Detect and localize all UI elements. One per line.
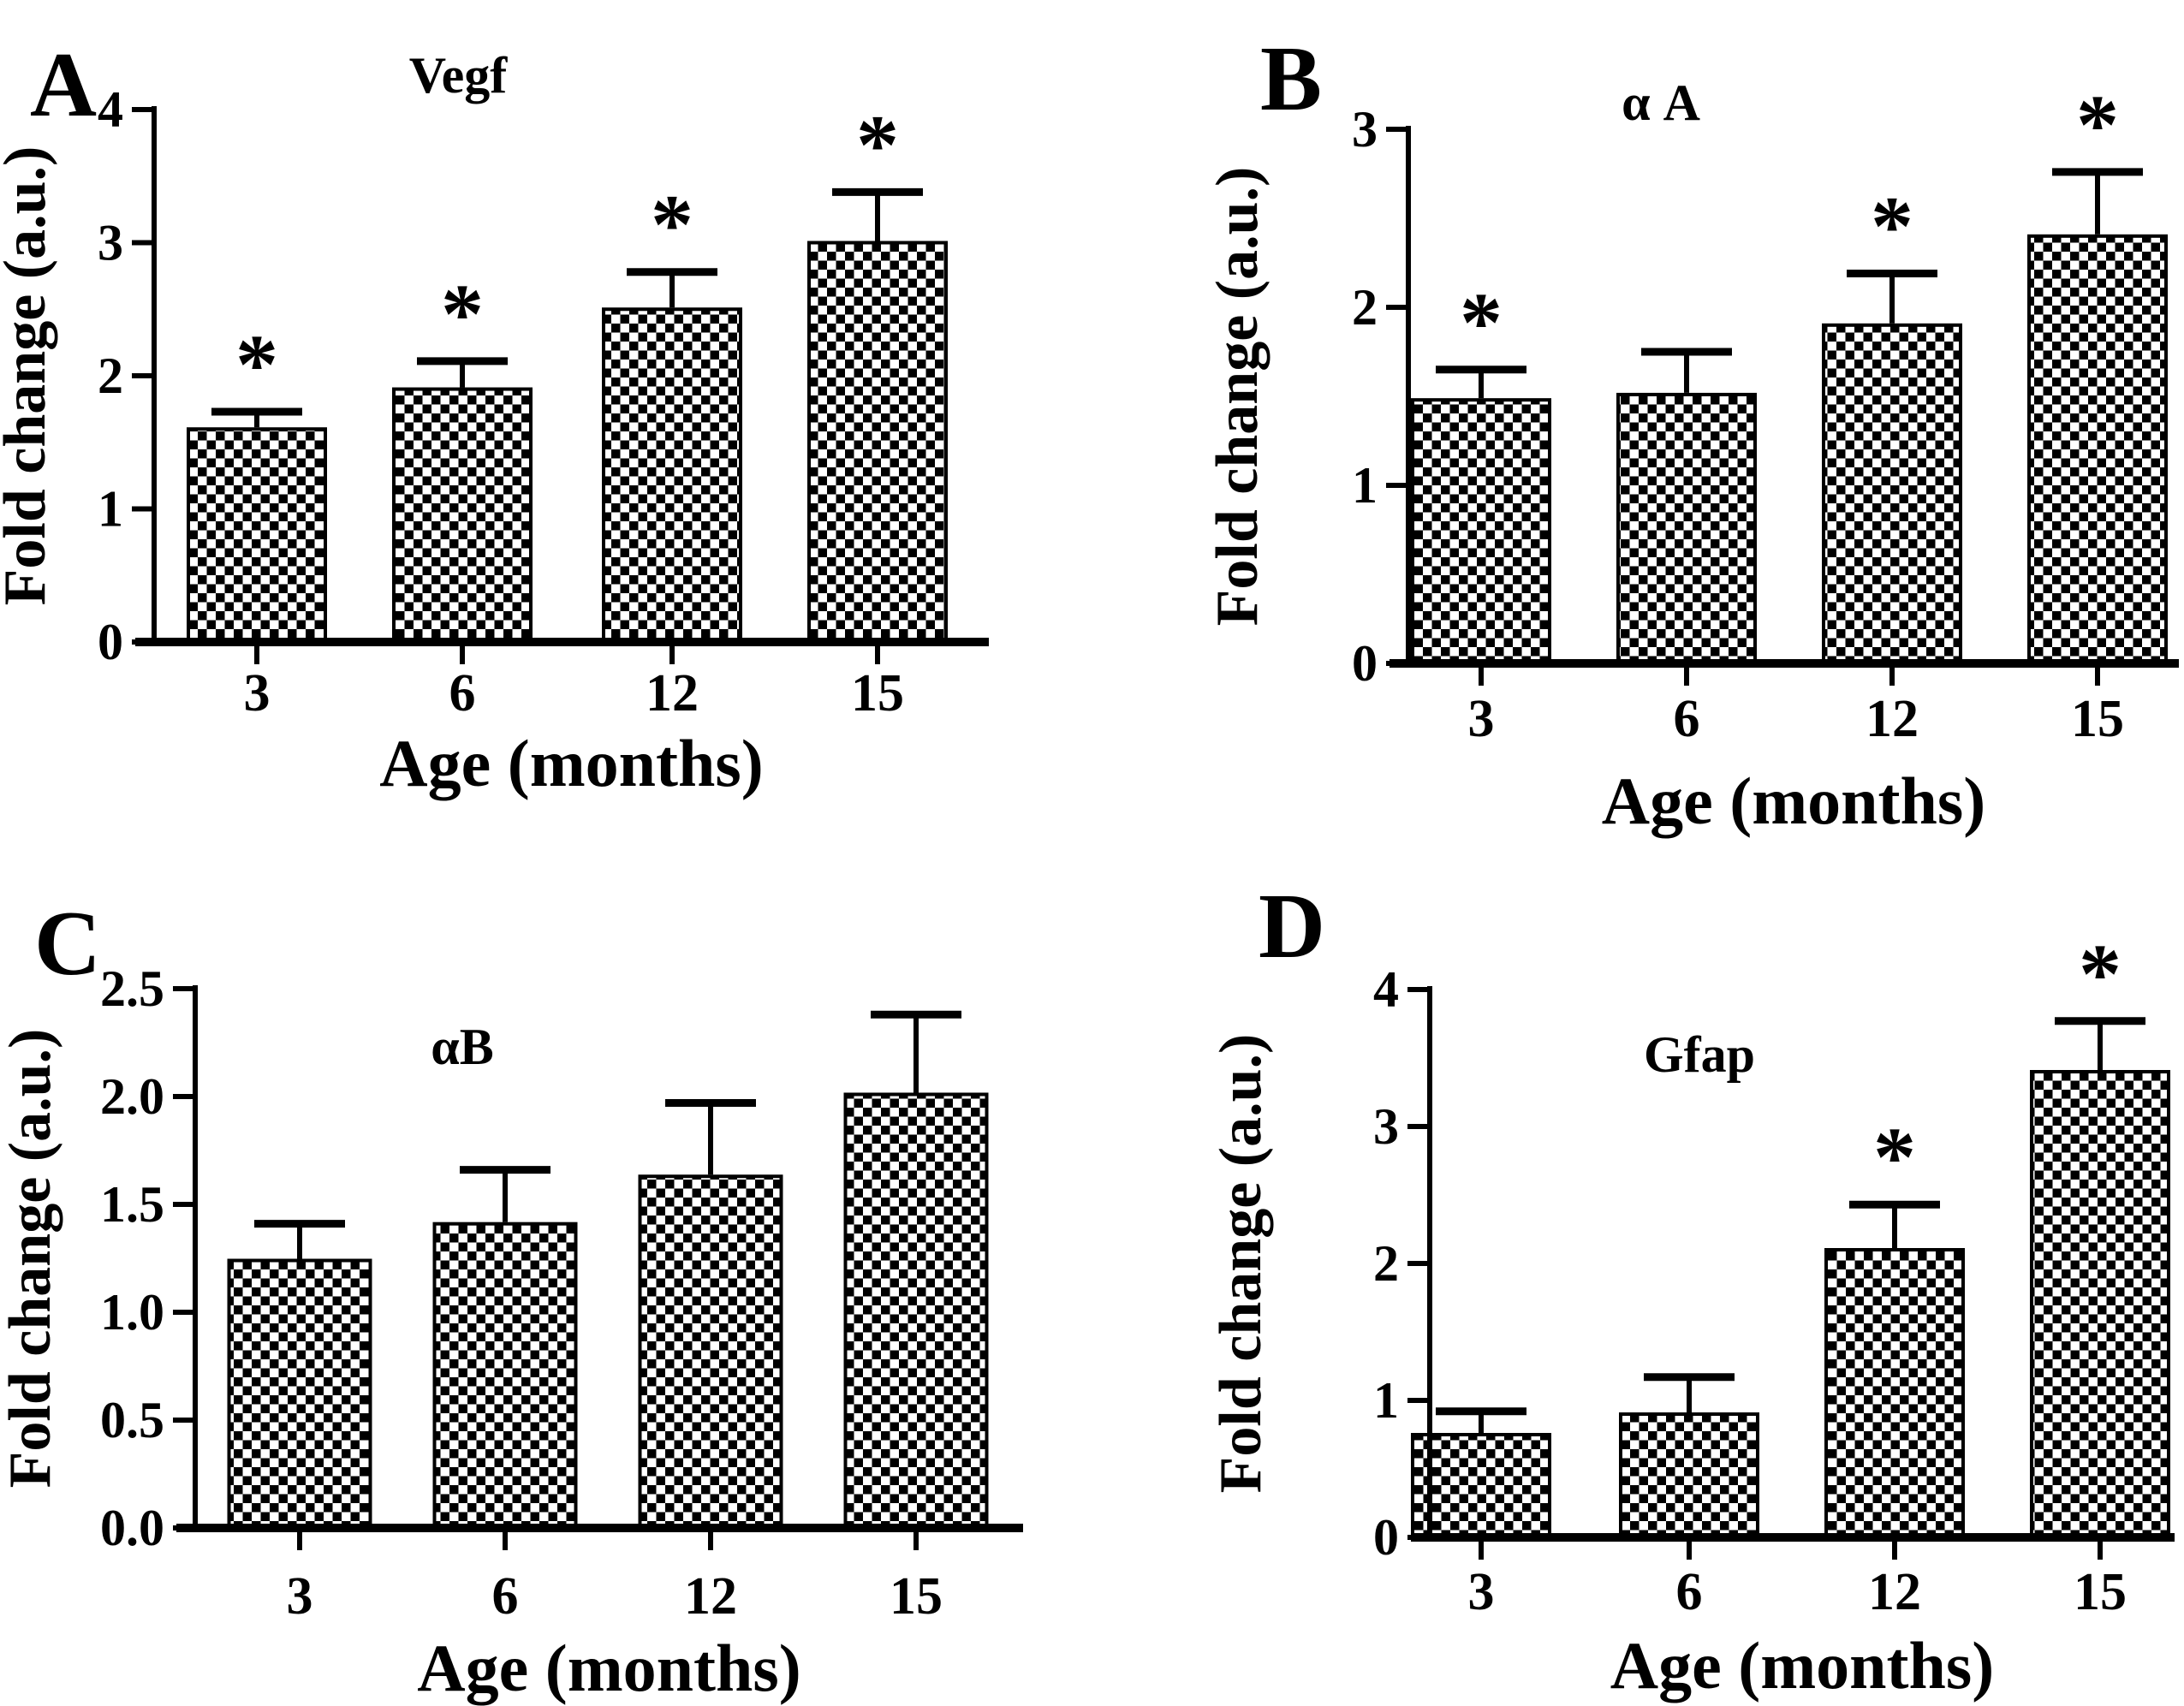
y-tick-label: 0 xyxy=(1352,635,1378,692)
x-category-label: 3 xyxy=(287,1567,313,1626)
y-tick-label: 1.0 xyxy=(100,1284,164,1340)
bar-12-months xyxy=(602,307,742,644)
x-category-label: 6 xyxy=(492,1567,519,1626)
bar-6-months xyxy=(1616,392,1757,665)
y-tick-label: 2 xyxy=(98,348,123,404)
panel-title: α A xyxy=(1622,74,1700,131)
y-tick-label: 1.5 xyxy=(100,1176,164,1233)
panel-letter: A xyxy=(30,34,97,136)
panel-title: Gfap xyxy=(1644,1026,1755,1083)
axis-title-x: Age (months) xyxy=(417,1631,800,1705)
bar-3-months xyxy=(1411,398,1551,665)
axis-title-x: Age (months) xyxy=(1602,764,1985,838)
y-tick-label: 1 xyxy=(1352,457,1378,514)
panel-letter: C xyxy=(34,893,101,995)
y-tick-label: 3 xyxy=(1352,101,1378,158)
x-category-label: 3 xyxy=(1468,1563,1495,1621)
y-tick-label: 0.0 xyxy=(100,1500,164,1556)
x-category-label: 6 xyxy=(449,664,476,722)
panel-title: Vegf xyxy=(409,47,508,104)
bar-15-months xyxy=(2027,234,2168,665)
y-tick-label: 1 xyxy=(1373,1372,1399,1429)
x-category-label: 12 xyxy=(646,664,699,722)
axis-title-y: Fold change (a.u.) xyxy=(1208,1034,1274,1494)
panel-c-chart: 0.0 0.5 1.0 1.5 2.0 2.5 3 6 12 15 Age (months) Fold… xyxy=(0,893,1023,1705)
bar-3-months xyxy=(1411,1433,1551,1539)
significance-asterisk: * xyxy=(856,97,899,192)
x-category-label: 3 xyxy=(1468,690,1495,748)
y-tick-label: 2 xyxy=(1373,1235,1399,1292)
y-tick-label: 3 xyxy=(98,215,123,271)
y-tick-label: 4 xyxy=(98,81,123,138)
x-category-label: 6 xyxy=(1674,690,1700,748)
y-tick-label: 2.0 xyxy=(100,1068,164,1125)
y-tick-label: 2 xyxy=(1352,279,1378,336)
x-category-label: 6 xyxy=(1676,1563,1703,1621)
y-tick-label: 0.5 xyxy=(100,1392,164,1448)
significance-asterisk: * xyxy=(1460,275,1503,370)
x-category-label: 15 xyxy=(851,664,904,722)
x-category-label: 3 xyxy=(244,664,271,722)
bar-15-months xyxy=(807,241,948,644)
bar-12-months xyxy=(1824,1248,1965,1539)
bar-6-months xyxy=(432,1222,578,1530)
bar-15-months xyxy=(2030,1070,2170,1539)
bar-12-months xyxy=(1822,323,1962,665)
axis-title-y: Fold change (a.u.) xyxy=(1207,167,1271,627)
y-tick-label: 2.5 xyxy=(100,960,164,1017)
significance-asterisk: * xyxy=(2079,926,2122,1021)
axis-title-y: Fold change (a.u.) xyxy=(0,146,58,606)
y-tick-label: 0 xyxy=(1373,1509,1399,1566)
x-category-label: 15 xyxy=(890,1567,943,1626)
bar-6-months xyxy=(1619,1412,1759,1539)
bar-3-months xyxy=(227,1258,372,1530)
x-category-label: 15 xyxy=(2071,690,2124,748)
bar-12-months xyxy=(638,1174,783,1530)
significance-asterisk: * xyxy=(2076,77,2119,172)
x-category-label: 12 xyxy=(684,1567,737,1626)
y-tick-label: 1 xyxy=(98,481,123,538)
axis-title-y: Fold change (a.u.) xyxy=(0,1029,63,1489)
panel-letter: B xyxy=(1260,28,1322,130)
axis-title-x: Age (months) xyxy=(1610,1628,1994,1703)
y-tick-label: 4 xyxy=(1373,961,1399,1018)
x-category-label: 12 xyxy=(1866,690,1919,748)
panel-letter: D xyxy=(1259,876,1325,978)
y-tick-label: 3 xyxy=(1373,1098,1399,1155)
x-category-label: 15 xyxy=(2074,1563,2127,1621)
significance-asterisk: * xyxy=(651,177,693,272)
axis-title-x: Age (months) xyxy=(379,726,763,800)
bar-6-months xyxy=(392,387,533,644)
y-tick-label: 0 xyxy=(98,614,123,670)
x-category-label: 12 xyxy=(1868,1563,1921,1621)
bar-3-months xyxy=(187,427,327,645)
bar-15-months xyxy=(843,1092,989,1530)
panel-title: αB xyxy=(431,1019,494,1075)
significance-asterisk: * xyxy=(1873,1109,1916,1204)
significance-asterisk: * xyxy=(1871,178,1913,273)
significance-asterisk: * xyxy=(441,266,484,361)
significance-asterisk: * xyxy=(235,317,278,412)
